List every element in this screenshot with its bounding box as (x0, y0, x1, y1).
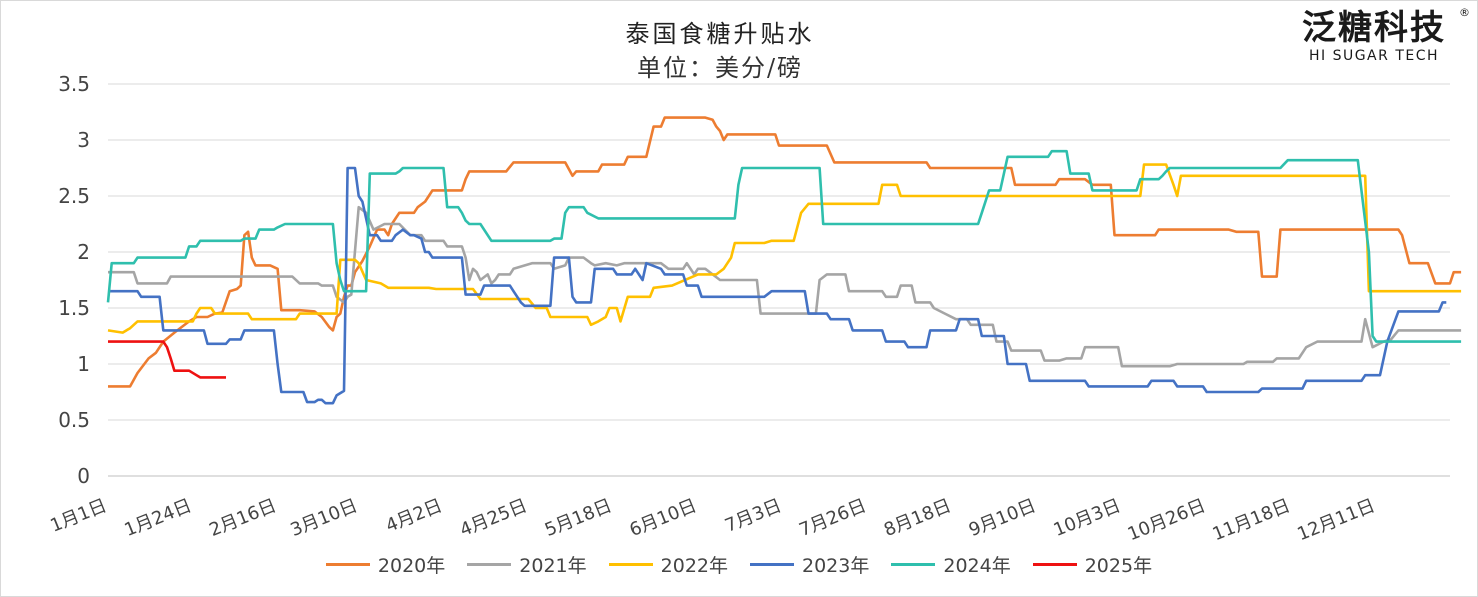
logo-sub-text: HI SUGAR TECH (1308, 48, 1440, 64)
legend-label: 2025年 (1084, 555, 1153, 577)
x-tick-label: 6月10日 (627, 495, 700, 541)
legend-item: 2024年 (891, 551, 1011, 578)
legend-label: 2023年 (802, 555, 870, 577)
x-tick-label: 10月26日 (1125, 495, 1209, 545)
legend-swatch (608, 563, 653, 566)
y-tick-label: 2 (77, 240, 90, 264)
x-tick-label: 1月24日 (122, 495, 195, 541)
legend-swatch (750, 563, 794, 566)
y-tick-label: 1.5 (58, 296, 90, 320)
x-tick-label: 3月10日 (287, 495, 360, 541)
series-line-2022年 (107, 163, 1462, 334)
x-tick-label: 5月18日 (542, 495, 615, 541)
legend-label: 2020年 (377, 555, 446, 577)
y-tick-label: 1 (77, 352, 90, 376)
x-tick-label: 2月16日 (206, 495, 279, 541)
registered-mark: ® (1459, 6, 1470, 19)
chart-legend: 2020年 2021年 2022年 2023年 2024年 2025年 (0, 551, 1478, 578)
series-line-2024年 (106, 149, 1462, 343)
legend-item: 2022年 (608, 551, 728, 578)
x-tick-label: 4月25日 (457, 495, 530, 541)
y-tick-label: 3.5 (58, 72, 90, 96)
x-tick-label: 11月18日 (1210, 495, 1294, 545)
legend-label: 2024年 (943, 555, 1011, 577)
x-tick-label: 8月18日 (881, 495, 954, 541)
x-tick-label: 10月3日 (1051, 495, 1124, 541)
series-line-2023年 (108, 166, 1447, 405)
legend-swatch (467, 563, 512, 566)
legend-swatch (325, 563, 370, 566)
legend-item: 2025年 (1032, 551, 1153, 578)
legend-item: 2021年 (467, 551, 587, 578)
legend-item: 2023年 (750, 551, 869, 578)
chart-title: 泰国食糖升贴水 (625, 20, 815, 48)
legend-label: 2021年 (519, 555, 587, 577)
series-line-2021年 (108, 205, 1462, 368)
x-tick-label: 9月10日 (966, 495, 1039, 541)
brand-logo: 泛糖科技 HI SUGAR TECH ® (1284, 6, 1470, 64)
legend-swatch (891, 563, 936, 566)
x-tick-label: 7月3日 (722, 495, 784, 537)
y-tick-label: 0 (77, 464, 90, 488)
x-tick-label: 7月26日 (796, 495, 869, 541)
legend-item: 2020年 (325, 551, 446, 578)
series-line-2020年 (108, 116, 1462, 388)
series-line-2025年 (108, 340, 226, 379)
x-tick-label: 12月11日 (1294, 495, 1378, 545)
logo-main-text: 泛糖科技 (1302, 8, 1446, 48)
y-tick-label: 3 (77, 128, 90, 152)
x-tick-label: 1月1日 (47, 495, 109, 537)
legend-swatch (1032, 563, 1077, 566)
y-tick-label: 0.5 (58, 408, 90, 432)
x-tick-label: 4月2日 (383, 495, 445, 537)
legend-label: 2022年 (660, 555, 728, 577)
y-tick-label: 2.5 (58, 184, 90, 208)
chart-subtitle: 单位：美分/磅 (636, 54, 804, 82)
